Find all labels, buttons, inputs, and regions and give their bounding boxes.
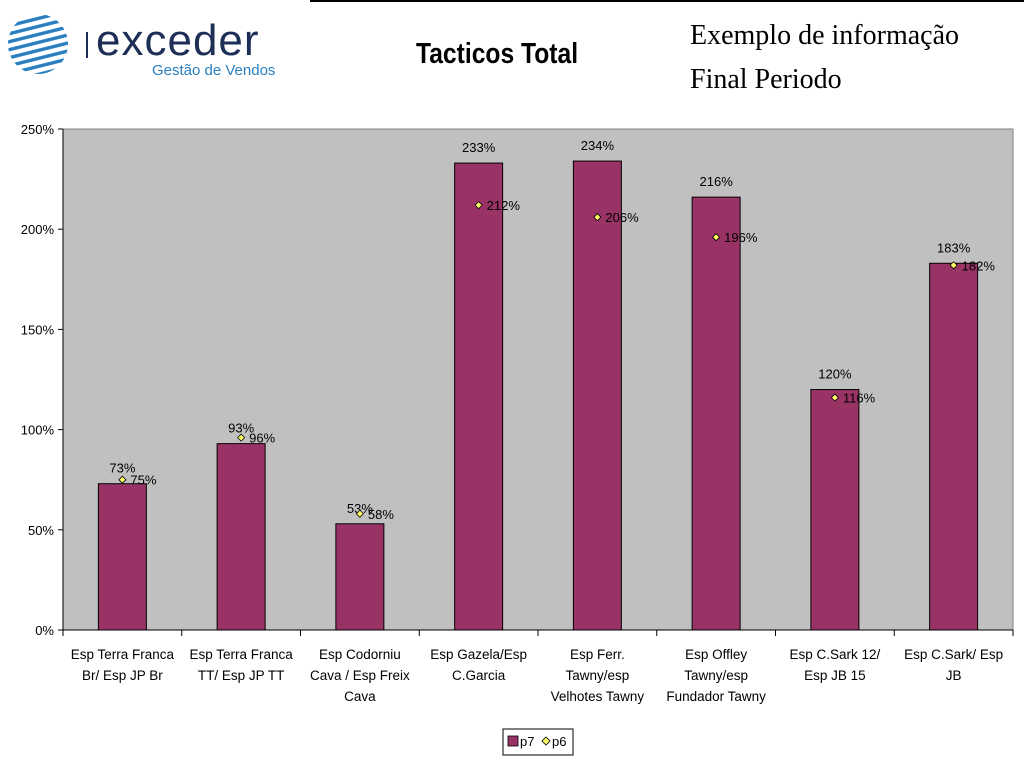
bar-p7 (454, 162, 504, 631)
category-label: Esp Ferr. (570, 647, 625, 662)
y-tick-label: 50% (28, 523, 54, 538)
category-label: Esp C.Sark 12/ (789, 647, 880, 662)
bar-value-label: 183% (937, 240, 971, 255)
marker-p6 (949, 261, 958, 270)
category-label: Fundador Tawny (666, 689, 766, 704)
bar-p7 (97, 483, 147, 631)
marker-p6 (237, 433, 246, 442)
marker-value-label: 58% (368, 507, 394, 522)
marker-p6 (118, 475, 127, 484)
legend-label-p6: p6 (552, 734, 566, 749)
bar-value-label: 234% (581, 138, 615, 153)
bar-p7 (929, 262, 979, 631)
category-label: Tawny/esp (684, 668, 748, 683)
category-label: Esp Gazela/Esp (430, 647, 527, 662)
bar-value-label: 233% (462, 140, 496, 155)
y-tick-label: 100% (21, 423, 55, 438)
bar-p7 (572, 160, 622, 631)
category-label: JB (946, 668, 962, 683)
category-label: Esp Codorniu (319, 647, 401, 662)
bar-value-label: 216% (700, 174, 734, 189)
globe-logo-icon (8, 14, 68, 74)
legend-swatch-p6 (541, 736, 551, 746)
y-tick-label: 0% (35, 623, 54, 638)
chart-title: Tacticos Total (416, 38, 579, 70)
category-label: Br/ Esp JP Br (82, 668, 163, 683)
category-label: Velhotes Tawny (551, 689, 645, 704)
y-tick-label: 200% (21, 222, 55, 237)
exceder-logo: exceder Gestão de Vendos (0, 8, 320, 79)
category-label: Esp Terra Franca (189, 647, 293, 662)
bar-value-label: 53% (347, 501, 373, 516)
category-label: Cava (344, 689, 376, 704)
marker-p6 (474, 201, 483, 210)
category-label: Esp JB 15 (804, 668, 866, 683)
bar-p7 (335, 523, 385, 631)
header-text: Exemplo de informação Final Periodo (690, 14, 959, 102)
category-label: Esp Offley (685, 647, 747, 662)
marker-value-label: 212% (487, 198, 521, 213)
marker-value-label: 196% (724, 230, 758, 245)
category-label: C.Garcia (452, 668, 506, 683)
category-label: Tawny/esp (565, 668, 629, 683)
header-line-2: Final Periodo (690, 64, 842, 95)
bar-p7 (810, 389, 860, 631)
category-label: Cava / Esp Freix (310, 668, 410, 683)
bar-value-label: 120% (818, 367, 852, 382)
y-tick-label: 250% (21, 122, 55, 137)
bar-p7 (216, 443, 266, 631)
marker-p6 (712, 233, 721, 242)
category-label: Esp Terra Franca (71, 647, 175, 662)
bar-value-label: 73% (109, 461, 135, 476)
legend-label-p7: p7 (520, 734, 534, 749)
marker-value-label: 182% (962, 258, 996, 273)
marker-p6 (593, 213, 602, 222)
header-line-1: Exemplo de informação (690, 20, 960, 51)
brand-tagline: Gestão de Vendos (152, 62, 276, 79)
marker-value-label: 116% (843, 391, 876, 406)
marker-value-label: 96% (249, 431, 275, 446)
category-label: TT/ Esp JP TT (198, 668, 285, 683)
bar-value-label: 93% (228, 421, 254, 436)
top-border-line (310, 0, 1024, 2)
marker-p6 (355, 509, 364, 518)
bar-p7 (691, 196, 741, 631)
marker-value-label: 206% (605, 210, 639, 225)
marker-value-label: 75% (130, 473, 156, 488)
category-label: Esp C.Sark/ Esp (904, 647, 1003, 662)
plot-area (62, 128, 1014, 631)
brand-separator (86, 32, 88, 58)
y-tick-label: 150% (21, 322, 55, 337)
brand-name: exceder (96, 16, 260, 65)
legend-swatch-p7 (507, 735, 519, 747)
marker-p6 (830, 393, 839, 402)
